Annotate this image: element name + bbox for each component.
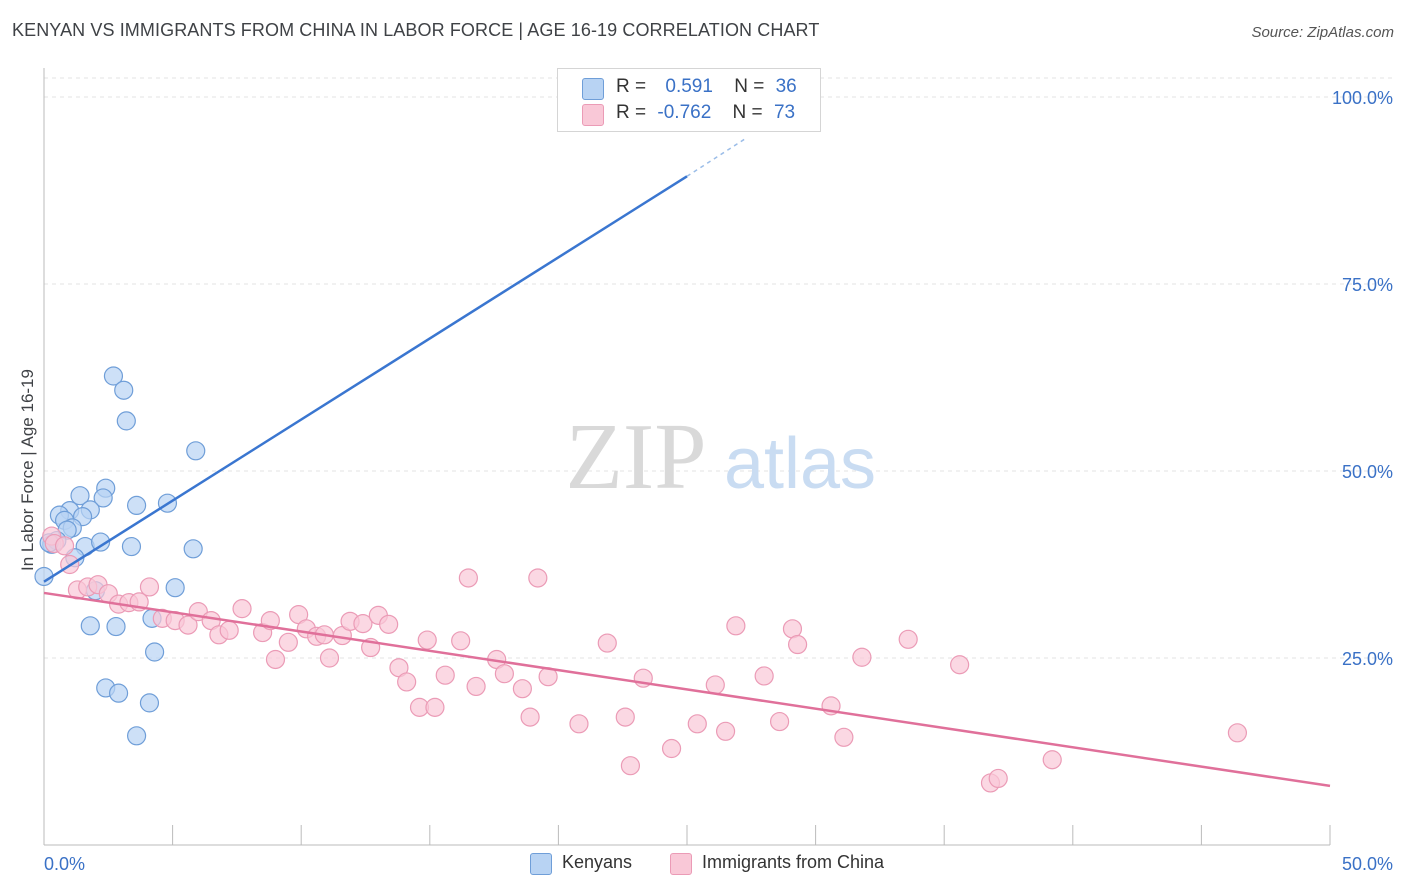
y-tick-label: 100.0%	[1332, 88, 1393, 108]
point-china	[726, 616, 746, 636]
stats-legend: R = 0.591 N = 36 R = -0.762 N = 73	[557, 68, 821, 132]
point-china	[397, 672, 417, 692]
point-china	[769, 711, 790, 732]
legend-swatch-china	[670, 853, 692, 875]
legend-swatch-kenyans	[582, 78, 604, 100]
point-kenyans	[103, 366, 124, 386]
r-label: R =	[616, 76, 647, 97]
source-label: Source: ZipAtlas.com	[1251, 24, 1394, 41]
point-china	[353, 613, 373, 634]
grid-lines	[44, 77, 1394, 659]
x-tick-label: 50.0%	[1342, 854, 1393, 874]
trendline-kenyans-extension	[686, 137, 747, 177]
point-kenyans	[165, 578, 185, 598]
point-china	[569, 714, 589, 734]
point-china	[178, 615, 198, 635]
point-china	[898, 629, 918, 649]
axes	[43, 68, 1331, 846]
r-value: 0.591	[665, 76, 713, 97]
point-china	[451, 631, 471, 651]
point-china	[435, 665, 455, 685]
point-kenyans	[126, 495, 147, 516]
tick-labels: 25.0% 50.0% 75.0% 100.0% 0.0% 50.0%	[44, 88, 1393, 874]
point-kenyans	[116, 411, 136, 431]
point-china	[466, 676, 486, 697]
point-china	[705, 675, 725, 695]
point-china	[687, 714, 707, 734]
point-china	[319, 648, 340, 668]
n-value: 73	[773, 102, 796, 123]
point-china	[661, 738, 682, 759]
point-china	[379, 614, 399, 634]
point-china	[219, 620, 239, 640]
trendlines	[43, 137, 1331, 788]
r-value: -0.762	[657, 102, 712, 123]
watermark-zip: ZIP	[566, 405, 707, 509]
point-kenyans	[126, 726, 147, 746]
point-kenyans	[114, 380, 134, 400]
point-china	[1042, 750, 1062, 770]
stats-text: R = 0.591 N = 36	[616, 76, 816, 98]
x-tick-label: 0.0%	[44, 854, 85, 874]
point-china	[417, 630, 437, 650]
chart-title: KENYAN VS IMMIGRANTS FROM CHINA IN LABOR…	[12, 20, 820, 40]
point-kenyans	[70, 486, 90, 506]
point-kenyans	[183, 539, 203, 559]
point-china	[1227, 723, 1248, 743]
point-china	[528, 568, 548, 588]
point-kenyans	[80, 616, 100, 636]
r-label: R =	[616, 102, 647, 123]
point-china	[425, 697, 445, 717]
point-china	[988, 768, 1008, 789]
point-china	[139, 577, 160, 597]
point-china	[754, 666, 774, 686]
legend-label: Immigrants from China	[702, 852, 885, 872]
point-china	[520, 707, 540, 727]
point-china	[615, 707, 635, 727]
n-label: N =	[732, 102, 763, 123]
point-china	[834, 727, 854, 747]
y-tick-label: 25.0%	[1342, 649, 1393, 669]
point-china	[715, 721, 736, 741]
point-kenyans	[106, 616, 126, 637]
point-china	[852, 647, 872, 667]
n-label: N =	[734, 76, 765, 97]
point-kenyans	[108, 683, 129, 703]
point-kenyans	[93, 488, 113, 508]
stats-text: R = -0.762 N = 73	[616, 102, 816, 124]
point-china	[278, 632, 298, 652]
point-kenyans	[186, 441, 206, 461]
point-china	[494, 664, 514, 684]
point-china	[950, 655, 970, 675]
point-china	[232, 599, 252, 619]
point-china	[787, 634, 808, 655]
watermark: ZIP atlas	[566, 405, 877, 509]
y-tick-label: 50.0%	[1342, 462, 1393, 482]
trendline-china	[43, 591, 1331, 788]
point-china	[620, 756, 641, 776]
point-china	[458, 568, 478, 588]
watermark-atlas: atlas	[724, 424, 876, 504]
point-kenyans	[121, 536, 142, 557]
point-kenyans	[144, 642, 165, 662]
y-axis-label: In Labor Force | Age 16-19	[18, 369, 37, 571]
n-value: 36	[775, 76, 797, 97]
legend-label: Kenyans	[562, 852, 633, 872]
legend-swatch-china	[582, 104, 604, 126]
trendline-kenyans	[43, 175, 688, 583]
point-kenyans	[90, 532, 111, 552]
point-china	[54, 536, 75, 556]
point-china	[265, 649, 286, 670]
point-china	[597, 633, 617, 653]
point-china	[512, 679, 532, 699]
y-tick-label: 75.0%	[1342, 275, 1393, 295]
point-kenyans	[139, 693, 160, 713]
legend-swatch-kenyans	[530, 853, 552, 875]
